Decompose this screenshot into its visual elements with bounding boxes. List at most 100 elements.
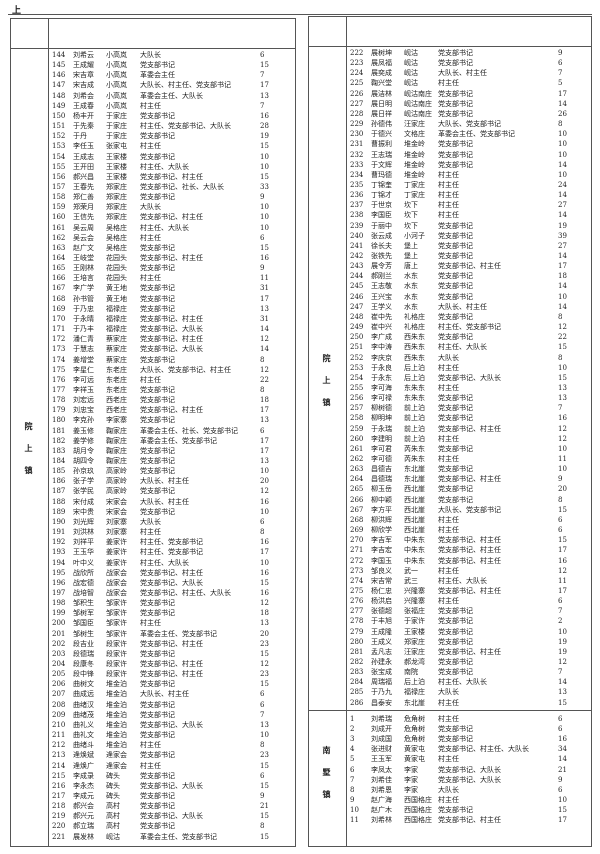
village: 黄王地 xyxy=(106,284,127,293)
row-number: 259 xyxy=(350,424,364,433)
years: 11 xyxy=(260,274,269,283)
years: 23 xyxy=(260,639,269,648)
position: 党支部书记、村主任 xyxy=(140,660,203,668)
years: 14 xyxy=(558,160,567,169)
name: 郝兴会 xyxy=(73,802,94,811)
years: 12 xyxy=(558,658,567,666)
name: 王信先 xyxy=(73,213,94,222)
name: 展令芳 xyxy=(371,262,392,271)
years: 27 xyxy=(558,201,567,210)
position: 革委会主任、党支部书记 xyxy=(140,629,217,638)
name: 杨洪启 xyxy=(371,597,392,606)
years: 16 xyxy=(558,556,567,565)
village: 吴格庄 xyxy=(106,243,127,252)
years: 18 xyxy=(260,396,269,405)
village: 坎下 xyxy=(404,221,418,230)
name: 张云成 xyxy=(371,231,392,240)
years: 9 xyxy=(260,791,265,800)
position: 大队长、村主任、党支部书记 xyxy=(140,81,231,90)
name: 刘祥平 xyxy=(73,538,94,547)
years: 22 xyxy=(558,333,567,342)
years: 17 xyxy=(558,816,567,825)
name: 王玉军 xyxy=(371,755,392,764)
position: 村主任 xyxy=(140,741,161,750)
position: 党支部书记、大队长 xyxy=(438,775,501,784)
years: 15 xyxy=(260,649,269,658)
name: 宋吉成 xyxy=(73,81,94,90)
row-number: 243 xyxy=(350,262,364,271)
name: 李广成 xyxy=(371,333,392,342)
row-number: 220 xyxy=(52,822,66,831)
row-number: 258 xyxy=(350,414,364,423)
village: 堆金岭 xyxy=(404,140,425,149)
position: 党支部书记、村主任 xyxy=(140,213,203,222)
years: 10 xyxy=(260,152,269,161)
position: 党支部书记、大队长 xyxy=(140,812,203,821)
row-number: 147 xyxy=(52,81,66,90)
village: 西朱东 xyxy=(404,333,425,342)
row-number: 160 xyxy=(52,213,66,222)
row-number: 179 xyxy=(52,406,66,415)
village: 东老庄 xyxy=(106,375,127,384)
years: 14 xyxy=(260,325,269,334)
position: 村主任 xyxy=(140,101,161,110)
position: 大队长、党支部书记 xyxy=(438,505,501,514)
row-number: 196 xyxy=(52,578,66,587)
row-number: 257 xyxy=(350,404,364,413)
row-number: 207 xyxy=(52,690,66,699)
village: 郑家庄 xyxy=(404,637,425,646)
position: 党支部书记 xyxy=(438,333,473,342)
row-number: 230 xyxy=(350,130,364,139)
name: 于永良 xyxy=(371,363,392,372)
row-number: 156 xyxy=(52,172,66,181)
village: 堆金泊 xyxy=(106,731,127,740)
village: 王家楼 xyxy=(106,152,127,161)
name: 李星仁 xyxy=(73,365,94,374)
position: 党支部书记、村主任 xyxy=(438,262,501,271)
name: 吴云会 xyxy=(73,233,94,242)
position: 大队长 xyxy=(438,785,459,794)
years: 8 xyxy=(558,120,563,129)
village: 姜家许 xyxy=(106,558,127,567)
years: 6 xyxy=(558,724,563,733)
row-number: 199 xyxy=(52,609,66,618)
row-number: 266 xyxy=(350,495,364,504)
position: 革委会主任 xyxy=(140,71,175,80)
years: 22 xyxy=(260,375,269,384)
years: 14 xyxy=(558,755,567,764)
position: 党支部书记 xyxy=(140,284,175,293)
name: 段中锋 xyxy=(73,670,94,679)
years: 8 xyxy=(260,355,265,364)
position: 村主任、大队长 xyxy=(140,223,189,232)
name: 于丰旭 xyxy=(371,617,392,626)
name: 刘希恩 xyxy=(371,785,392,794)
row-number: 234 xyxy=(350,170,364,179)
row-number: 219 xyxy=(52,812,66,821)
row-number: 191 xyxy=(52,528,66,537)
years: 8 xyxy=(260,528,265,537)
position: 党支部书记 xyxy=(140,609,175,618)
name: 柳洪辉 xyxy=(371,515,392,524)
village: 段家许 xyxy=(106,670,127,679)
position: 党支部书记 xyxy=(438,99,473,108)
position: 党支部书记 xyxy=(438,404,473,413)
village: 岘沽 xyxy=(404,69,418,78)
name: 赵广文 xyxy=(73,243,94,252)
years: 17 xyxy=(558,546,567,555)
name: 李吉宏 xyxy=(371,546,392,555)
name: 李凤太 xyxy=(371,765,392,774)
village: 西北崖 xyxy=(404,485,425,494)
row-number: 173 xyxy=(52,345,66,354)
row-number: 226 xyxy=(350,89,364,98)
town-label: 南墅镇 xyxy=(322,745,332,812)
years: 8 xyxy=(260,822,265,831)
position: 党支部书记 xyxy=(438,160,473,169)
name: 李方平 xyxy=(371,505,392,514)
name: 战培智 xyxy=(73,588,94,597)
name: 王成隆 xyxy=(371,627,392,636)
position: 党支部书记 xyxy=(438,607,473,616)
village: 芮朱东 xyxy=(404,444,425,453)
row-number: 198 xyxy=(52,599,66,608)
row-number: 278 xyxy=(350,617,364,626)
name: 张德超 xyxy=(371,607,392,616)
